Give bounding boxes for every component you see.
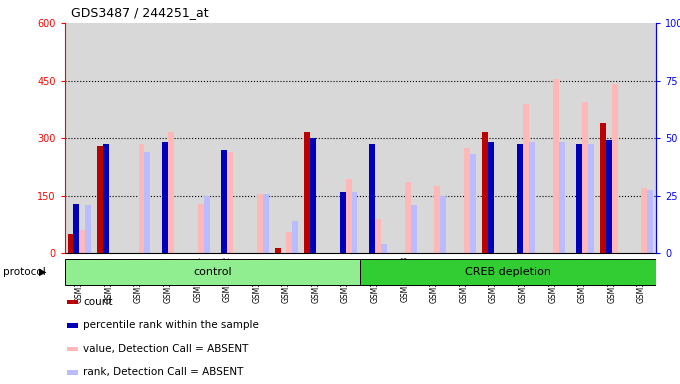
Bar bbox=[67, 347, 78, 351]
Bar bbox=[612, 84, 617, 253]
Text: control: control bbox=[193, 266, 232, 277]
Bar bbox=[275, 248, 281, 253]
Bar bbox=[67, 234, 73, 253]
Bar bbox=[163, 142, 168, 253]
Bar bbox=[600, 123, 606, 253]
Bar bbox=[73, 204, 80, 253]
Bar bbox=[212, 23, 242, 253]
Bar bbox=[449, 23, 479, 253]
Bar bbox=[627, 23, 656, 253]
Text: CREB depletion: CREB depletion bbox=[465, 266, 551, 277]
Bar bbox=[464, 148, 470, 253]
Bar bbox=[168, 132, 174, 253]
Bar bbox=[508, 23, 538, 253]
Bar bbox=[390, 23, 420, 253]
Bar bbox=[647, 190, 653, 253]
FancyBboxPatch shape bbox=[65, 259, 360, 285]
Bar bbox=[65, 23, 94, 253]
Bar bbox=[94, 23, 124, 253]
Bar bbox=[153, 23, 183, 253]
Bar bbox=[381, 244, 387, 253]
Bar bbox=[124, 23, 153, 253]
Bar bbox=[582, 102, 588, 253]
Bar bbox=[85, 205, 91, 253]
Bar bbox=[606, 140, 612, 253]
Bar bbox=[529, 142, 535, 253]
Bar bbox=[67, 300, 78, 304]
Bar bbox=[183, 23, 212, 253]
Bar bbox=[67, 323, 78, 328]
Bar bbox=[517, 144, 523, 253]
Bar bbox=[352, 192, 358, 253]
Bar bbox=[470, 154, 476, 253]
Bar bbox=[286, 232, 292, 253]
Bar bbox=[292, 221, 299, 253]
Bar bbox=[301, 23, 330, 253]
FancyBboxPatch shape bbox=[360, 259, 656, 285]
Bar bbox=[420, 23, 449, 253]
Bar bbox=[405, 182, 411, 253]
Bar bbox=[310, 138, 316, 253]
Bar bbox=[588, 144, 594, 253]
Bar bbox=[103, 144, 109, 253]
Bar bbox=[360, 23, 390, 253]
Bar bbox=[80, 230, 85, 253]
Bar bbox=[597, 23, 627, 253]
Bar bbox=[262, 194, 269, 253]
Bar bbox=[435, 186, 440, 253]
Bar bbox=[523, 104, 529, 253]
Bar bbox=[558, 142, 564, 253]
Bar bbox=[538, 23, 567, 253]
Bar bbox=[345, 179, 352, 253]
Text: value, Detection Call = ABSENT: value, Detection Call = ABSENT bbox=[83, 344, 249, 354]
Bar bbox=[139, 144, 144, 253]
Bar bbox=[222, 150, 227, 253]
Bar bbox=[553, 79, 558, 253]
Bar bbox=[227, 152, 233, 253]
Bar bbox=[198, 204, 203, 253]
Bar bbox=[330, 23, 360, 253]
Bar bbox=[641, 188, 647, 253]
Bar bbox=[577, 144, 582, 253]
Bar bbox=[375, 219, 381, 253]
Bar bbox=[479, 23, 508, 253]
Bar bbox=[257, 194, 262, 253]
Bar bbox=[481, 132, 488, 253]
Bar bbox=[97, 146, 103, 253]
Bar bbox=[488, 142, 494, 253]
Text: ▶: ▶ bbox=[39, 266, 47, 277]
Bar bbox=[369, 144, 375, 253]
Bar bbox=[340, 192, 345, 253]
Bar bbox=[144, 152, 150, 253]
Bar bbox=[567, 23, 597, 253]
Bar bbox=[67, 370, 78, 375]
Bar bbox=[304, 132, 310, 253]
Bar bbox=[440, 196, 446, 253]
Bar bbox=[411, 205, 417, 253]
Text: count: count bbox=[83, 297, 113, 307]
Text: percentile rank within the sample: percentile rank within the sample bbox=[83, 320, 259, 330]
Bar bbox=[242, 23, 271, 253]
Text: protocol: protocol bbox=[3, 266, 46, 277]
Text: GDS3487 / 244251_at: GDS3487 / 244251_at bbox=[71, 6, 209, 19]
Text: rank, Detection Call = ABSENT: rank, Detection Call = ABSENT bbox=[83, 367, 243, 377]
Bar bbox=[271, 23, 301, 253]
Bar bbox=[203, 196, 209, 253]
